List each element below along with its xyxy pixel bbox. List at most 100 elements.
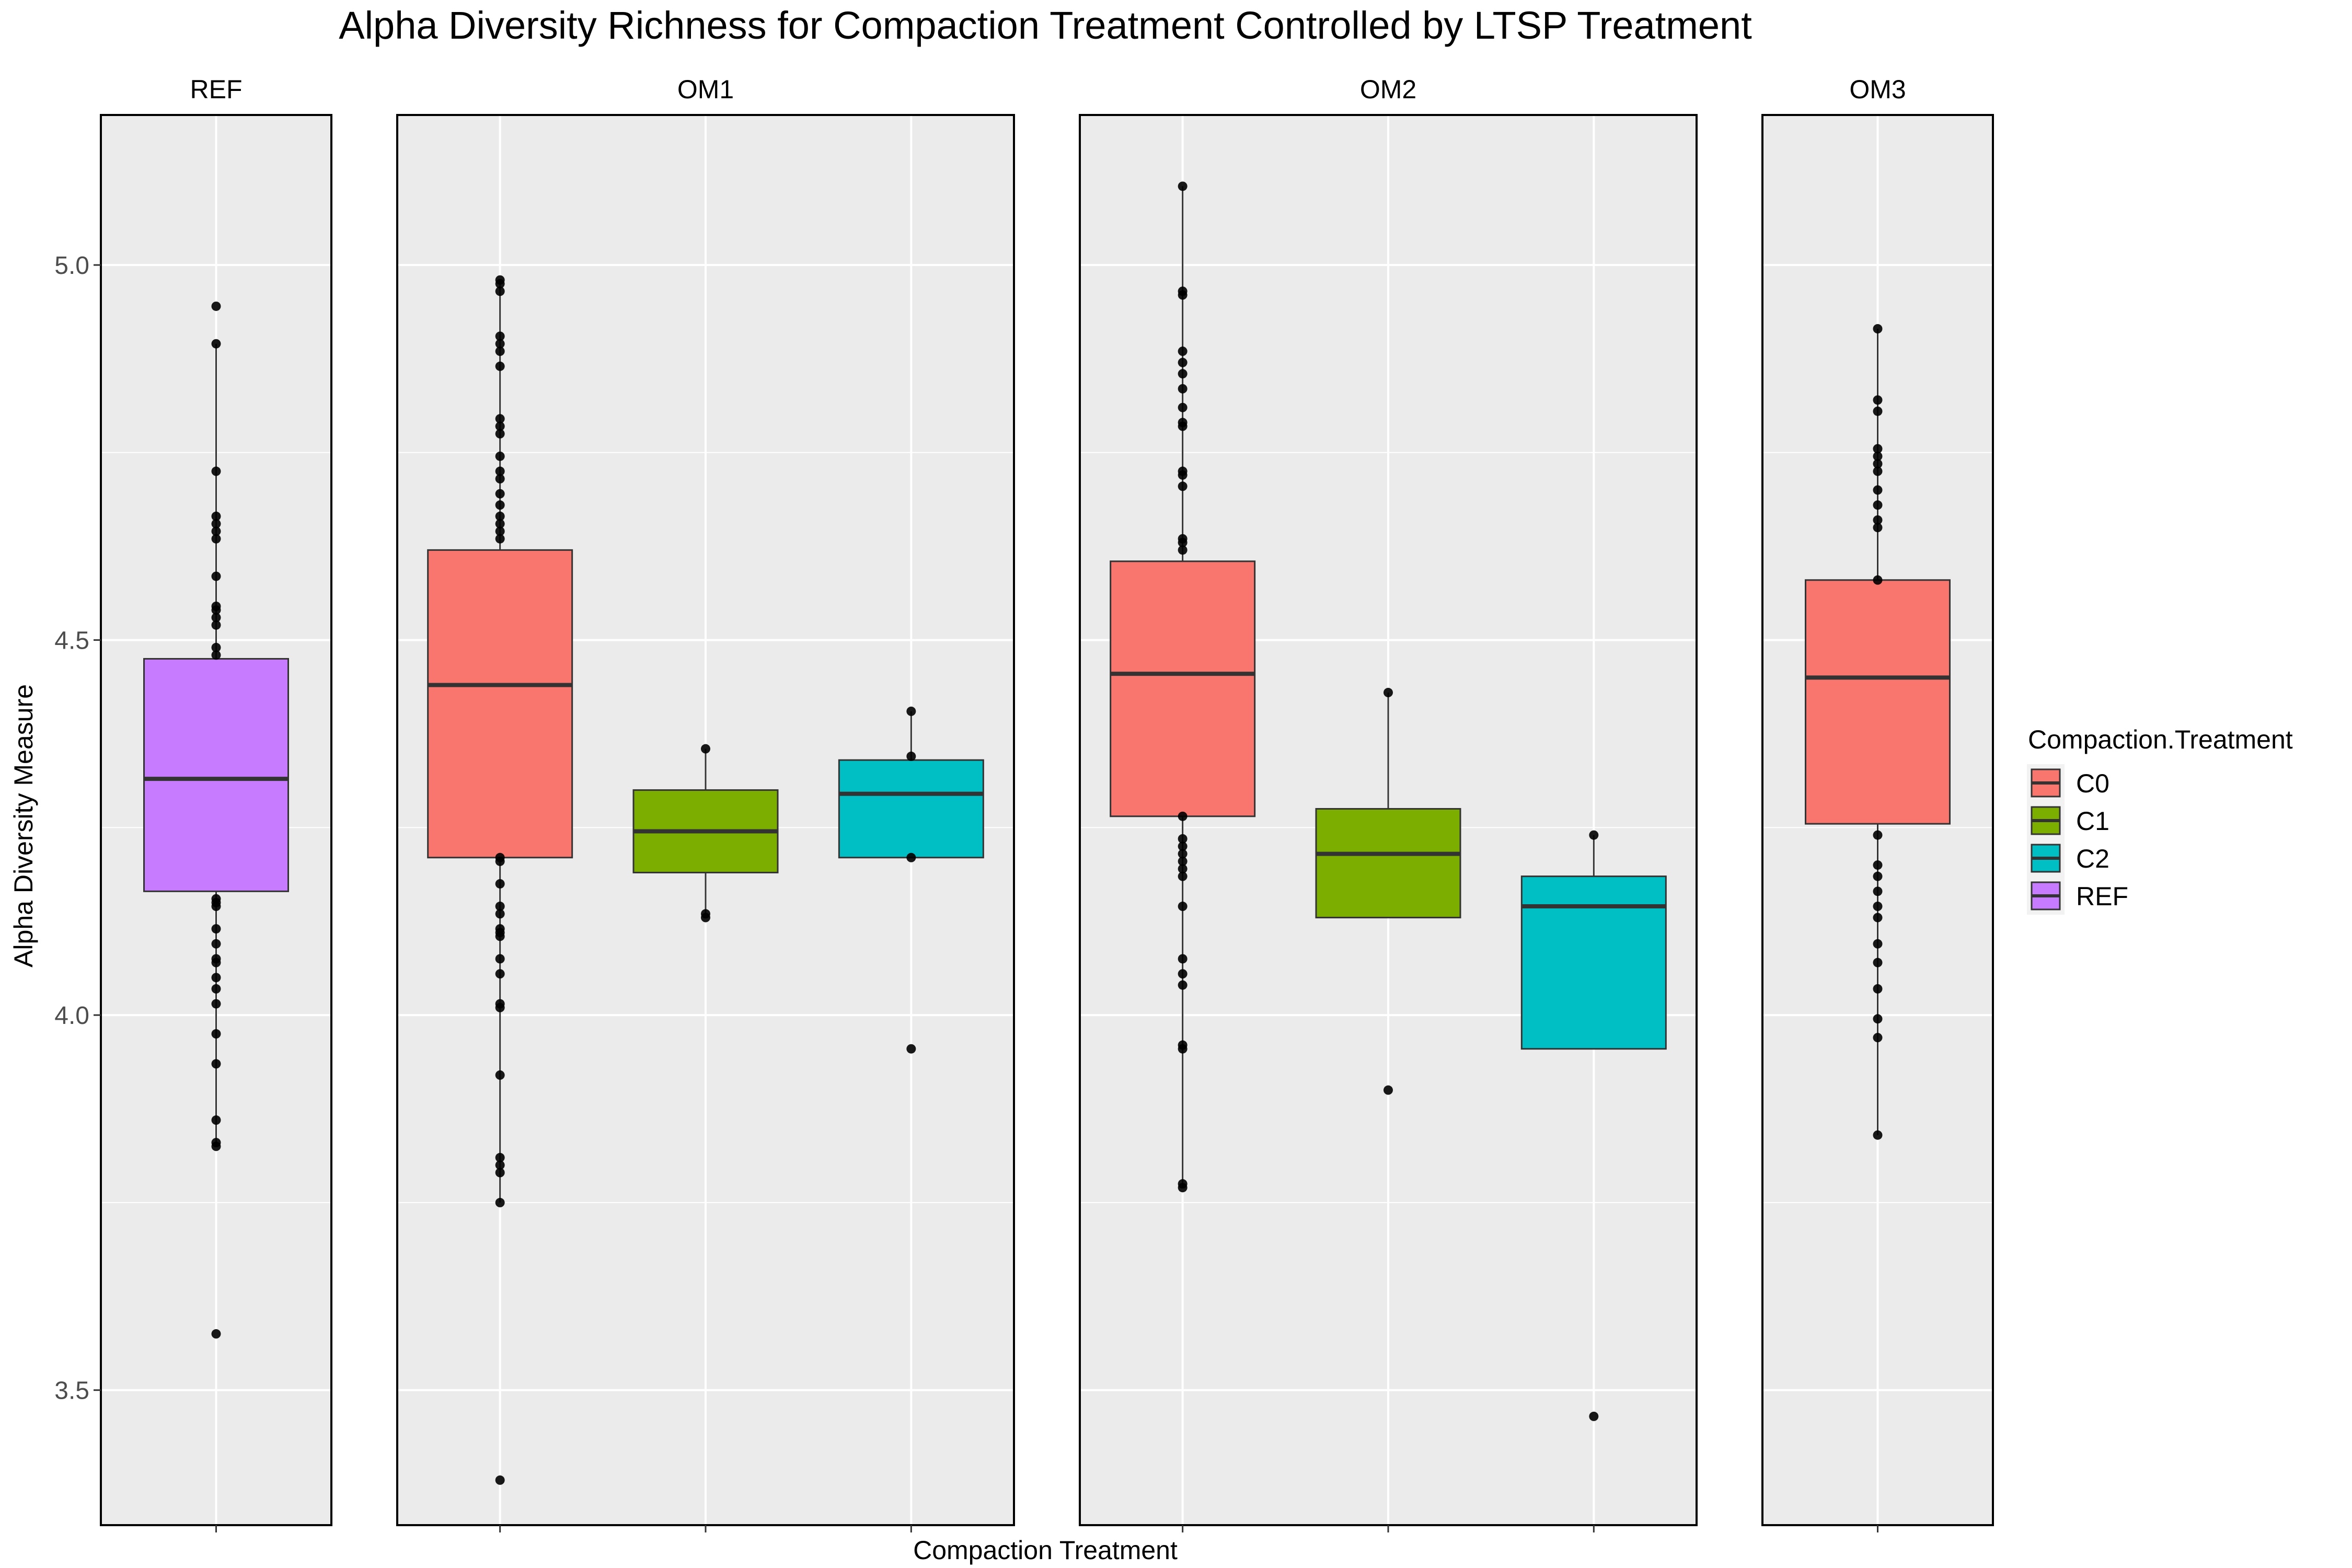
box-om2-c2 bbox=[1520, 830, 1667, 1421]
legend-entry-c1: C1 bbox=[2027, 802, 2109, 839]
data-point bbox=[495, 1070, 505, 1080]
data-point bbox=[495, 279, 505, 289]
panel-ref: REF bbox=[100, 75, 332, 1532]
data-point bbox=[1178, 421, 1187, 431]
legend-label: C0 bbox=[2076, 769, 2109, 798]
data-point bbox=[211, 466, 221, 476]
data-point bbox=[495, 1152, 505, 1162]
data-point bbox=[1178, 864, 1187, 874]
data-point bbox=[211, 339, 221, 349]
data-point bbox=[906, 706, 916, 716]
data-point bbox=[495, 286, 505, 296]
data-point bbox=[495, 1168, 505, 1178]
x-axis-label: Compaction Treatment bbox=[913, 1536, 1178, 1565]
data-point bbox=[1383, 688, 1393, 698]
box-om1-c1 bbox=[632, 744, 779, 923]
data-point bbox=[701, 913, 710, 923]
iqr-box bbox=[1805, 579, 1951, 825]
panel-om2: OM2 bbox=[1079, 75, 1698, 1532]
data-point bbox=[495, 954, 505, 964]
data-point bbox=[1873, 939, 1883, 949]
y-axis: 3.5 4.0 4.5 5.0 bbox=[54, 252, 101, 1405]
data-point bbox=[1873, 1014, 1883, 1024]
data-point bbox=[211, 301, 221, 311]
data-point bbox=[1873, 871, 1883, 881]
data-point bbox=[1589, 830, 1599, 840]
data-point bbox=[1178, 347, 1187, 356]
data-point bbox=[1873, 913, 1883, 923]
data-point bbox=[495, 331, 505, 341]
data-point bbox=[495, 1475, 505, 1485]
data-point bbox=[1873, 1033, 1883, 1043]
box-om3-c0 bbox=[1805, 324, 1951, 1140]
iqr-box bbox=[427, 549, 573, 859]
iqr-box bbox=[1520, 875, 1667, 1050]
data-point bbox=[1178, 470, 1187, 480]
chart-title: Alpha Diversity Richness for Compaction … bbox=[339, 4, 1752, 47]
y-tick-label: 4.0 bbox=[54, 1002, 89, 1030]
data-point bbox=[1873, 902, 1883, 912]
data-point bbox=[1178, 538, 1187, 548]
legend-title: Compaction.Treatment bbox=[2028, 725, 2293, 754]
data-point bbox=[495, 856, 505, 866]
data-point bbox=[495, 451, 505, 461]
panel-strip-label: OM2 bbox=[1360, 75, 1416, 104]
data-point bbox=[701, 744, 710, 754]
y-tick-label: 5.0 bbox=[54, 252, 89, 280]
data-point bbox=[495, 879, 505, 889]
legend-entry-c0: C0 bbox=[2027, 764, 2109, 802]
data-point bbox=[211, 939, 221, 949]
data-point bbox=[1178, 954, 1187, 964]
legend-entry-ref: REF bbox=[2027, 877, 2128, 915]
data-point bbox=[1178, 969, 1187, 979]
data-point bbox=[211, 650, 221, 660]
iqr-box bbox=[143, 658, 289, 892]
data-point bbox=[1873, 324, 1883, 334]
data-point bbox=[495, 1197, 505, 1207]
data-point bbox=[495, 347, 505, 356]
data-point bbox=[495, 339, 505, 349]
data-point bbox=[1178, 358, 1187, 367]
data-point bbox=[495, 500, 505, 510]
y-tick-label: 4.5 bbox=[54, 627, 89, 655]
data-point bbox=[495, 489, 505, 499]
data-point bbox=[1873, 958, 1883, 967]
data-point bbox=[211, 511, 221, 521]
box-om2-c1 bbox=[1315, 688, 1461, 1095]
data-point bbox=[906, 852, 916, 862]
data-point bbox=[1873, 984, 1883, 994]
data-point bbox=[1873, 485, 1883, 495]
data-point bbox=[1873, 459, 1883, 469]
data-point bbox=[495, 511, 505, 521]
legend-label: REF bbox=[2076, 882, 2128, 911]
data-point bbox=[1178, 871, 1187, 881]
data-point bbox=[495, 931, 505, 941]
box-om2-c0 bbox=[1110, 181, 1256, 1193]
data-point bbox=[211, 958, 221, 967]
data-point bbox=[211, 1142, 221, 1151]
data-point bbox=[906, 752, 916, 762]
data-point bbox=[211, 613, 221, 622]
data-point bbox=[1178, 181, 1187, 191]
data-point bbox=[1873, 466, 1883, 476]
data-point bbox=[1178, 481, 1187, 491]
data-point bbox=[211, 973, 221, 983]
data-point bbox=[1178, 902, 1187, 912]
data-point bbox=[1178, 834, 1187, 844]
legend-label: C2 bbox=[2076, 844, 2109, 873]
data-point bbox=[906, 1044, 916, 1054]
data-point bbox=[211, 924, 221, 934]
data-point bbox=[1873, 1130, 1883, 1140]
data-point bbox=[1873, 444, 1883, 454]
data-point bbox=[1178, 1044, 1187, 1054]
data-point bbox=[1873, 500, 1883, 510]
data-point bbox=[1873, 860, 1883, 870]
data-point bbox=[211, 571, 221, 581]
data-point bbox=[495, 429, 505, 439]
data-point bbox=[495, 526, 505, 536]
box-ref-ref bbox=[143, 301, 289, 1339]
data-point bbox=[211, 999, 221, 1009]
data-point bbox=[495, 1160, 505, 1170]
data-point bbox=[1178, 290, 1187, 300]
data-point bbox=[495, 969, 505, 979]
